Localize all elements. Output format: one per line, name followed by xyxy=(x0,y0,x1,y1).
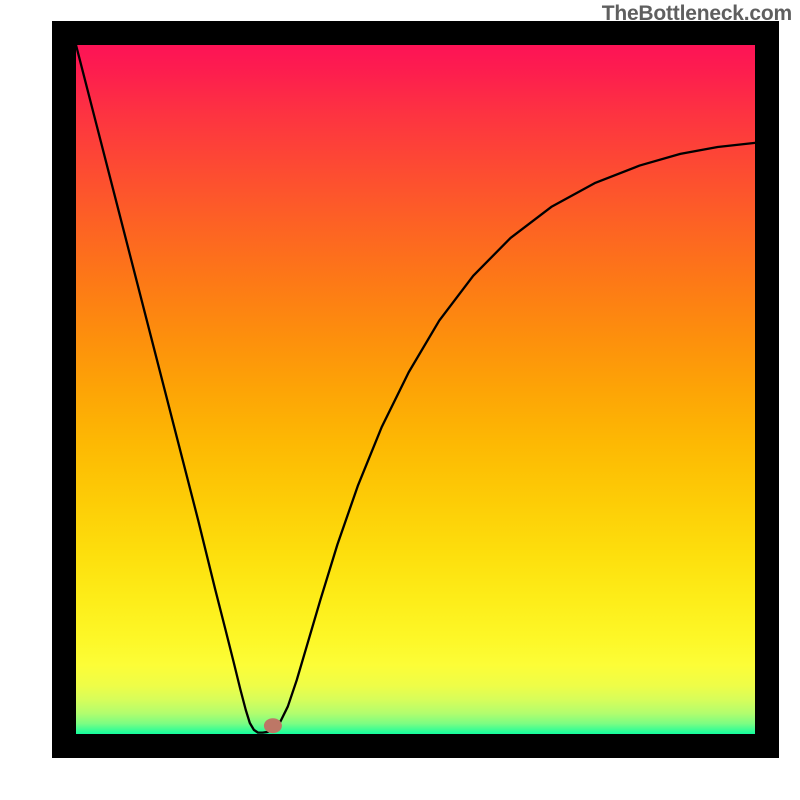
plot-frame xyxy=(52,21,779,758)
watermark-text: TheBottleneck.com xyxy=(602,2,792,26)
chart-figure: TheBottleneck.com xyxy=(0,0,800,800)
plot-background-gradient xyxy=(76,45,755,734)
